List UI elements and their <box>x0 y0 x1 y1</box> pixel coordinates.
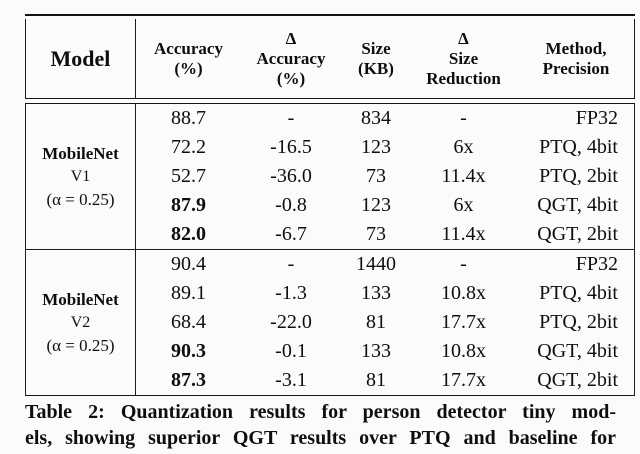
cell-size: 73 <box>366 165 386 188</box>
cell-delta-accuracy: -1.3 <box>275 282 307 305</box>
table-header-row: Model Accuracy (%) Δ Accuracy (%) Size (… <box>25 19 635 99</box>
cell-delta-accuracy: -0.1 <box>275 340 307 363</box>
model-name: MobileNet <box>42 290 119 310</box>
col-header-accuracy: Accuracy (%) <box>154 38 223 78</box>
cell-delta-accuracy: -16.5 <box>270 136 312 159</box>
cell-accuracy: 89.1 <box>171 282 206 305</box>
cell-accuracy: 88.7 <box>171 107 206 130</box>
cell-size: 73 <box>366 223 386 246</box>
col-header-method-precision: Method, Precision <box>542 38 610 78</box>
cell-delta-size: 11.4x <box>441 165 486 188</box>
cell-accuracy: 90.3 <box>171 340 206 363</box>
col-header-size: Size (KB) <box>358 38 394 78</box>
cell-delta-size: - <box>460 253 467 276</box>
cell-delta-size: 6x <box>453 194 474 217</box>
col-header-delta-size-reduction: Δ Size Reduction <box>426 28 501 88</box>
cell-accuracy: 87.3 <box>171 369 206 392</box>
cell-size: 81 <box>366 369 386 392</box>
cell-delta-accuracy: -3.1 <box>275 369 307 392</box>
cell-delta-accuracy: -36.0 <box>270 165 312 188</box>
model-variant: V1 <box>70 168 91 186</box>
cell-method: QGT, 2bit <box>537 369 618 392</box>
table-top-rule <box>25 14 635 17</box>
cell-method: PTQ, 4bit <box>539 282 618 305</box>
cell-size: 81 <box>366 311 386 334</box>
cell-accuracy: 90.4 <box>171 253 206 276</box>
model-cell: MobileNet V1 (α = 0.25) <box>26 104 136 250</box>
caption-line-2: els, showing superior QGT results over P… <box>25 427 616 449</box>
cell-method: PTQ, 2bit <box>539 311 618 334</box>
header-double-rule <box>25 98 635 105</box>
model-block-mobilenet-v2: MobileNet V2 (α = 0.25) 90.4 - 1440 - FP… <box>26 249 634 396</box>
cell-accuracy: 72.2 <box>171 136 206 159</box>
cell-accuracy: 52.7 <box>171 165 206 188</box>
cell-size: 133 <box>361 340 391 363</box>
cell-delta-size: 17.7x <box>441 311 486 334</box>
cell-delta-accuracy: -6.7 <box>275 223 307 246</box>
table-body: MobileNet V1 (α = 0.25) 88.7 - 834 - FP3… <box>25 104 635 397</box>
cell-method: PTQ, 2bit <box>539 165 618 188</box>
cell-accuracy: 87.9 <box>171 194 206 217</box>
cell-method: FP32 <box>575 253 618 276</box>
cell-delta-accuracy: -22.0 <box>270 311 312 334</box>
cell-accuracy: 68.4 <box>171 311 206 334</box>
cell-delta-accuracy: - <box>287 107 295 130</box>
model-variant: V2 <box>70 314 91 332</box>
cell-method: QGT, 4bit <box>537 194 618 217</box>
model-cell: MobileNet V2 (α = 0.25) <box>26 250 136 396</box>
cell-method: FP32 <box>575 107 618 130</box>
caption-line-1: Table 2: Quantization results for person… <box>25 401 616 423</box>
model-alpha: (α = 0.25) <box>46 336 115 356</box>
cell-method: PTQ, 4bit <box>539 136 618 159</box>
model-name: MobileNet <box>42 144 119 164</box>
col-header-model: Model <box>26 19 136 99</box>
cell-delta-size: 10.8x <box>441 282 486 305</box>
cell-size: 133 <box>361 282 391 305</box>
cell-delta-accuracy: -0.8 <box>275 194 307 217</box>
cell-delta-size: 10.8x <box>441 340 486 363</box>
table-caption: Table 2: Quantization results for person… <box>25 399 616 451</box>
cell-delta-size: - <box>460 107 467 130</box>
col-header-delta-accuracy: Δ Accuracy (%) <box>256 28 326 88</box>
cell-size: 834 <box>361 107 391 130</box>
cell-method: QGT, 4bit <box>537 340 618 363</box>
cell-size: 123 <box>361 194 391 217</box>
model-alpha: (α = 0.25) <box>46 190 115 210</box>
cell-delta-accuracy: - <box>287 253 295 276</box>
cell-accuracy: 82.0 <box>171 223 206 246</box>
cell-size: 123 <box>361 136 391 159</box>
quantization-results-table: Model Accuracy (%) Δ Accuracy (%) Size (… <box>25 14 635 397</box>
cell-delta-size: 6x <box>453 136 474 159</box>
cell-delta-size: 17.7x <box>441 369 486 392</box>
cell-delta-size: 11.4x <box>441 223 486 246</box>
model-block-mobilenet-v1: MobileNet V1 (α = 0.25) 88.7 - 834 - FP3… <box>26 104 634 250</box>
cell-method: QGT, 2bit <box>537 223 618 246</box>
cell-size: 1440 <box>356 253 396 276</box>
